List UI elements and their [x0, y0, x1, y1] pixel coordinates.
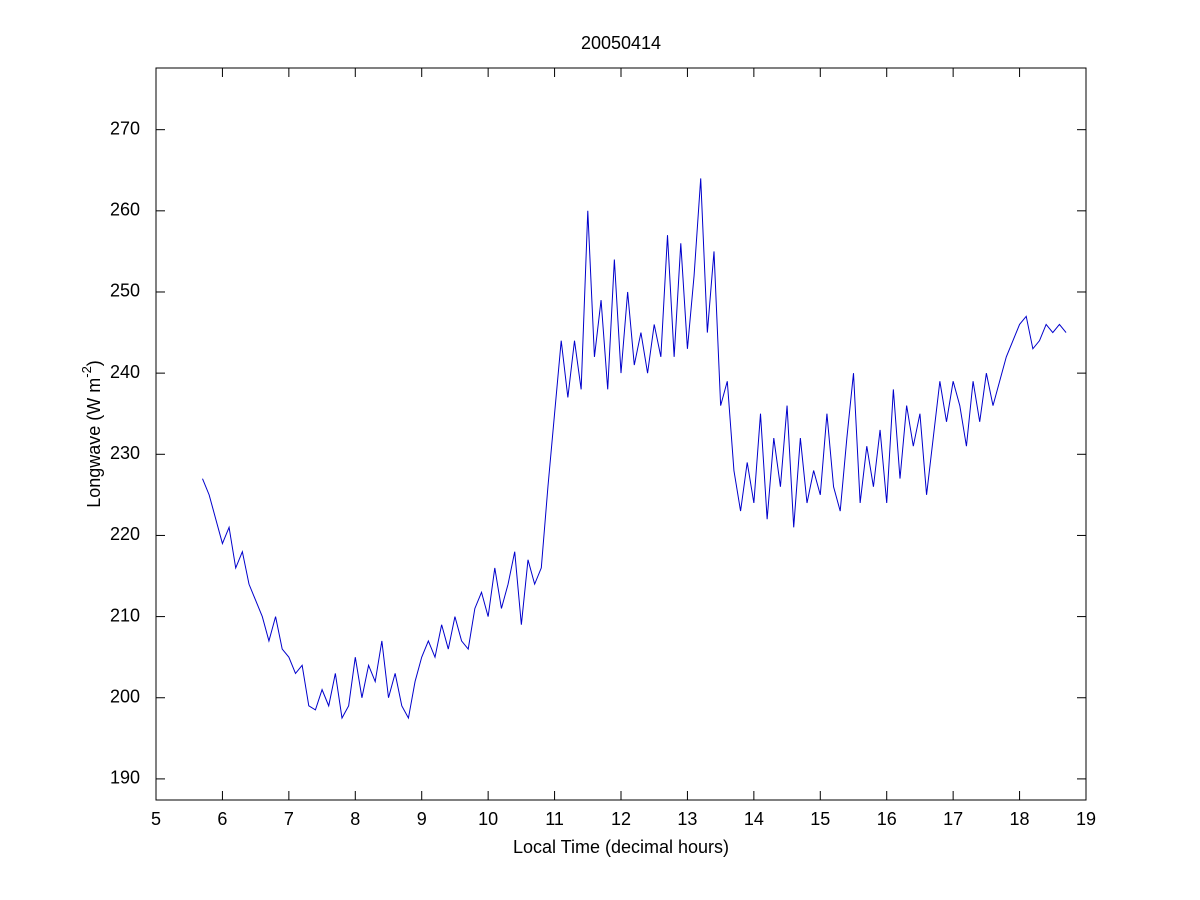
x-tick-label: 9	[417, 809, 427, 829]
x-tick-label: 12	[611, 809, 631, 829]
x-tick-label: 16	[877, 809, 897, 829]
x-tick-label: 13	[677, 809, 697, 829]
y-axis-label-end: )	[84, 360, 104, 366]
x-tick-label: 5	[151, 809, 161, 829]
y-tick-label: 220	[110, 524, 140, 544]
data-line	[202, 178, 1067, 720]
y-axis-label-main: Longwave (W m	[84, 378, 104, 508]
x-tick-label: 15	[810, 809, 830, 829]
y-tick-label: 200	[110, 686, 140, 706]
x-tick-label: 7	[284, 809, 294, 829]
x-tick-label: 8	[350, 809, 360, 829]
x-tick-label: 19	[1076, 809, 1096, 829]
y-tick-label: 190	[110, 768, 140, 788]
x-tick-label: 14	[744, 809, 764, 829]
chart-title: 20050414	[581, 33, 661, 53]
y-tick-label: 250	[110, 281, 140, 301]
x-tick-label: 10	[478, 809, 498, 829]
y-tick-label: 210	[110, 605, 140, 625]
x-tick-label: 18	[1010, 809, 1030, 829]
y-tick-label: 270	[110, 118, 140, 138]
x-tick-label: 17	[943, 809, 963, 829]
x-tick-label: 11	[545, 809, 564, 829]
y-tick-label: 230	[110, 443, 140, 463]
y-tick-label: 260	[110, 200, 140, 220]
y-axis-label: Longwave (W m-2)	[79, 360, 103, 508]
x-axis-label: Local Time (decimal hours)	[513, 837, 729, 857]
y-axis-label-exponent: -2	[79, 366, 94, 378]
plot-area	[155, 67, 1087, 801]
x-tick-label: 6	[217, 809, 227, 829]
y-tick-label: 240	[110, 362, 140, 382]
